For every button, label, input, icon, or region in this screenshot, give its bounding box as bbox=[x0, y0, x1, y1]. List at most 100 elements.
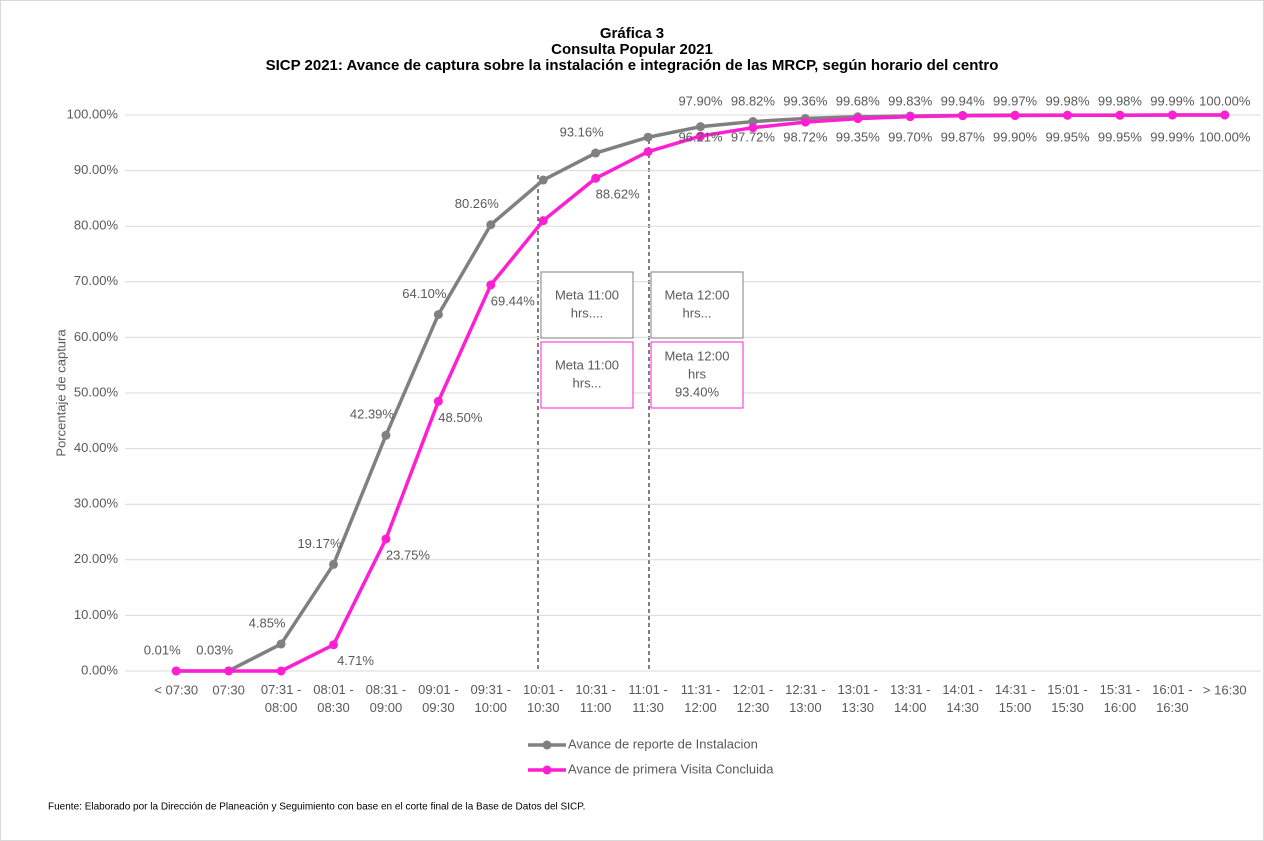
chart-title: SICP 2021: Avance de captura sobre la in… bbox=[266, 57, 999, 74]
legend-label: Avance de reporte de Instalacion bbox=[568, 736, 758, 751]
data-label: 99.99% bbox=[1150, 129, 1195, 144]
y-tick-label: 20.00% bbox=[74, 551, 119, 566]
annotation-box bbox=[650, 341, 744, 409]
annotation-box bbox=[540, 341, 634, 409]
legend-marker bbox=[542, 765, 552, 775]
y-tick-label: 90.00% bbox=[74, 162, 119, 177]
data-label: 100.00% bbox=[1199, 129, 1251, 144]
x-tick-label: > 16:30 bbox=[1203, 682, 1247, 697]
source-note: Fuente: Elaborado por la Dirección de Pl… bbox=[48, 802, 585, 813]
x-tick-label: 07:31 -08:00 bbox=[261, 682, 301, 715]
annotation-text: Meta 12:00 bbox=[664, 287, 729, 302]
data-label: 0.03% bbox=[196, 642, 233, 657]
data-point bbox=[643, 147, 653, 157]
y-tick-label: 10.00% bbox=[74, 607, 119, 622]
data-point bbox=[958, 111, 968, 121]
y-axis-label: Porcentaje de captura bbox=[53, 329, 68, 457]
data-label: 4.71% bbox=[337, 653, 374, 668]
legend-marker bbox=[542, 740, 552, 750]
x-tick-label: 08:01 -08:30 bbox=[313, 682, 353, 715]
data-point bbox=[486, 220, 496, 230]
data-point bbox=[643, 132, 653, 142]
data-label: 97.90% bbox=[678, 93, 723, 108]
data-label: 93.16% bbox=[560, 124, 605, 139]
data-point bbox=[433, 396, 443, 406]
data-label: 99.94% bbox=[941, 93, 986, 108]
x-tick-label: 09:31 -10:00 bbox=[471, 682, 511, 715]
x-tick-label: 13:31 -14:00 bbox=[890, 682, 930, 715]
chart-title: Gráfica 3 bbox=[600, 25, 664, 42]
data-label: 99.95% bbox=[1098, 129, 1143, 144]
data-label: 23.75% bbox=[386, 547, 431, 562]
data-point bbox=[538, 175, 548, 185]
y-tick-label: 0.00% bbox=[81, 662, 118, 677]
x-tick-label: 07:30 bbox=[212, 682, 245, 697]
data-point bbox=[329, 640, 338, 650]
data-label: 99.90% bbox=[993, 129, 1038, 144]
data-point bbox=[1063, 110, 1072, 120]
x-tick-label: 16:01 -16:30 bbox=[1152, 682, 1192, 715]
annotation-text: Meta 12:00 bbox=[664, 348, 729, 363]
annotation-box bbox=[540, 271, 634, 339]
x-tick-label: 15:01 -15:30 bbox=[1047, 682, 1087, 715]
x-tick-label: 12:31 -13:00 bbox=[785, 682, 825, 715]
y-tick-label: 50.00% bbox=[74, 384, 119, 399]
data-point bbox=[748, 123, 758, 133]
data-label: 4.85% bbox=[249, 615, 286, 630]
x-tick-label: 14:01 -14:30 bbox=[942, 682, 982, 715]
data-label: 80.26% bbox=[455, 196, 500, 211]
data-label: 99.98% bbox=[1098, 93, 1143, 108]
data-label: 97.72% bbox=[731, 129, 776, 144]
annotation-text: 93.40% bbox=[675, 384, 720, 399]
data-label: 88.62% bbox=[596, 187, 641, 202]
data-point bbox=[591, 148, 601, 158]
data-point bbox=[224, 666, 234, 676]
data-label: 48.50% bbox=[438, 410, 483, 425]
x-tick-label: 11:31 -12:00 bbox=[681, 682, 721, 715]
data-label: 98.72% bbox=[783, 129, 828, 144]
data-point bbox=[381, 430, 391, 440]
x-tick-label: 14:31 -15:00 bbox=[995, 682, 1035, 715]
data-label: 99.35% bbox=[836, 129, 881, 144]
x-tick-label: 09:01 -09:30 bbox=[418, 682, 458, 715]
data-point bbox=[381, 534, 391, 544]
annotation-text: Meta 11:00 bbox=[555, 287, 619, 302]
data-point bbox=[433, 310, 443, 320]
x-tick-label: 11:01 -11:30 bbox=[628, 682, 668, 715]
y-tick-label: 70.00% bbox=[74, 273, 119, 288]
annotation-text: Meta 11:00 bbox=[555, 357, 619, 372]
data-point bbox=[853, 114, 863, 124]
data-point bbox=[905, 112, 915, 122]
data-label: 0.01% bbox=[144, 642, 181, 657]
data-point bbox=[276, 666, 286, 676]
annotation-text: hrs bbox=[688, 366, 707, 381]
y-tick-label: 40.00% bbox=[74, 440, 119, 455]
annotation-text: hrs.... bbox=[571, 305, 604, 320]
data-point bbox=[538, 216, 548, 226]
data-label: 98.82% bbox=[731, 93, 776, 108]
x-tick-label: 08:31 -09:00 bbox=[366, 682, 406, 715]
data-label: 99.83% bbox=[888, 93, 933, 108]
y-tick-label: 80.00% bbox=[74, 218, 119, 233]
data-label: 99.99% bbox=[1150, 93, 1195, 108]
x-tick-label: 10:01 -10:30 bbox=[523, 682, 563, 715]
data-label: 42.39% bbox=[350, 407, 395, 422]
x-tick-label: 12:01 -12:30 bbox=[733, 682, 773, 715]
data-point bbox=[1220, 110, 1230, 120]
x-tick-label: 13:01 -13:30 bbox=[838, 682, 878, 715]
x-tick-label: < 07:30 bbox=[154, 682, 198, 697]
data-label: 99.97% bbox=[993, 93, 1038, 108]
data-label: 69.44% bbox=[491, 293, 536, 308]
x-tick-label: 10:31 -11:00 bbox=[575, 682, 615, 715]
data-point bbox=[591, 173, 601, 183]
data-label: 99.98% bbox=[1045, 93, 1090, 108]
chart-title: Consulta Popular 2021 bbox=[551, 41, 713, 58]
x-tick-label: 15:31 -16:00 bbox=[1100, 682, 1140, 715]
data-point bbox=[1167, 110, 1177, 120]
data-label: 99.95% bbox=[1045, 129, 1090, 144]
data-point bbox=[696, 122, 705, 132]
data-label: 99.87% bbox=[941, 129, 986, 144]
data-point bbox=[276, 639, 286, 649]
data-label: 99.68% bbox=[836, 93, 881, 108]
